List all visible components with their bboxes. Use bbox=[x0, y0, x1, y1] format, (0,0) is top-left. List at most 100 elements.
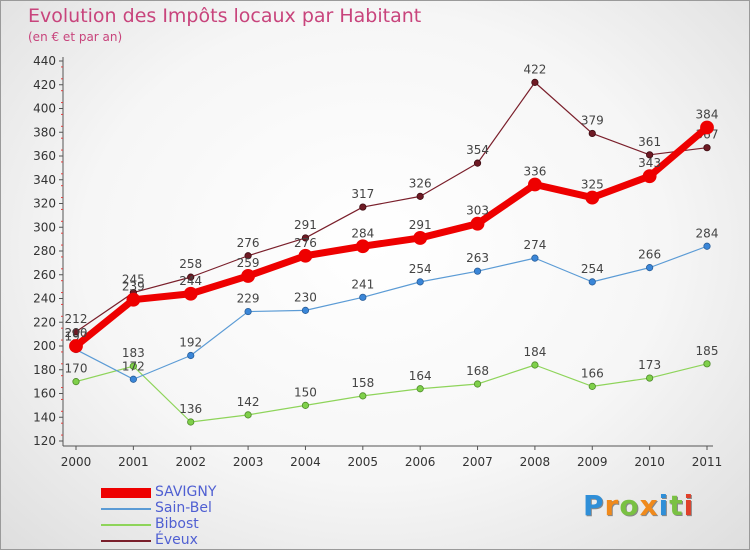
y-tick-label: 140 bbox=[33, 410, 56, 424]
data-label: 343 bbox=[638, 156, 661, 170]
data-point bbox=[700, 120, 714, 135]
x-tick-label: 2002 bbox=[175, 455, 206, 469]
data-label: 276 bbox=[294, 236, 317, 250]
data-point bbox=[416, 385, 424, 393]
data-point bbox=[244, 411, 252, 419]
logo-letter: P bbox=[583, 489, 605, 522]
data-point bbox=[588, 382, 596, 390]
series-savigny: 200 239 244 259 276 284 291 303 336 325 343 384 bbox=[65, 108, 719, 353]
data-point bbox=[646, 264, 654, 272]
data-point bbox=[72, 378, 80, 386]
data-label: 284 bbox=[351, 226, 374, 240]
data-label: 150 bbox=[294, 385, 317, 399]
legend-swatch bbox=[101, 524, 151, 526]
y-tick-label: 180 bbox=[33, 363, 56, 377]
data-label: 173 bbox=[638, 358, 661, 372]
data-label: 241 bbox=[351, 277, 374, 291]
data-label: 192 bbox=[179, 336, 202, 350]
data-point bbox=[473, 380, 482, 388]
data-label: 317 bbox=[351, 187, 374, 201]
y-tick-label: 120 bbox=[33, 434, 56, 448]
legend-swatch bbox=[101, 540, 151, 542]
y-tick-label: 300 bbox=[33, 220, 56, 234]
x-tick-label: 2004 bbox=[290, 455, 321, 469]
data-point bbox=[355, 239, 370, 254]
data-point bbox=[416, 278, 424, 286]
data-point bbox=[301, 306, 310, 314]
data-point bbox=[301, 234, 310, 242]
x-tick-label: 2008 bbox=[520, 455, 551, 469]
chart-subtitle: (en € et par an) bbox=[28, 30, 123, 44]
data-point bbox=[187, 351, 195, 360]
data-label: 291 bbox=[294, 218, 317, 232]
data-point bbox=[585, 190, 600, 205]
y-tick-label: 440 bbox=[33, 54, 56, 68]
y-tick-label: 260 bbox=[33, 268, 56, 282]
data-point bbox=[187, 418, 195, 426]
data-label: 326 bbox=[409, 176, 432, 190]
y-tick-label: 280 bbox=[33, 244, 56, 258]
data-label: 245 bbox=[122, 273, 145, 287]
data-label: 164 bbox=[409, 369, 432, 383]
logo-letter: o bbox=[619, 489, 640, 522]
data-label: 384 bbox=[696, 108, 719, 122]
data-label: 183 bbox=[122, 346, 145, 360]
legend-label: Éveux bbox=[155, 532, 198, 548]
x-tick-label: 2010 bbox=[634, 455, 665, 469]
data-point bbox=[470, 216, 485, 231]
data-point bbox=[473, 267, 482, 275]
legend-label: Sain-Bel bbox=[155, 500, 212, 516]
data-label: 229 bbox=[237, 292, 260, 306]
series-line bbox=[75, 245, 708, 380]
data-point bbox=[703, 360, 711, 368]
data-label: 325 bbox=[581, 178, 604, 192]
data-point bbox=[244, 307, 252, 316]
data-point bbox=[359, 203, 367, 211]
data-point bbox=[69, 339, 83, 353]
data-point bbox=[703, 242, 711, 250]
data-label: 336 bbox=[523, 165, 546, 179]
data-point bbox=[531, 254, 539, 262]
data-point bbox=[126, 292, 141, 307]
data-point bbox=[298, 248, 313, 263]
legend-swatch bbox=[101, 488, 151, 498]
data-label: 184 bbox=[523, 345, 546, 359]
data-label: 166 bbox=[581, 366, 604, 380]
data-label: 263 bbox=[466, 251, 489, 265]
data-label: 303 bbox=[466, 204, 489, 218]
data-label: 200 bbox=[65, 326, 88, 340]
data-label: 254 bbox=[581, 262, 604, 276]
data-label: 172 bbox=[122, 359, 145, 373]
data-point bbox=[359, 293, 367, 301]
y-tick-label: 240 bbox=[33, 292, 56, 306]
data-point bbox=[72, 328, 80, 336]
data-label: 258 bbox=[179, 257, 202, 271]
data-label: 168 bbox=[466, 364, 489, 378]
x-tick-label: 2005 bbox=[348, 455, 379, 469]
data-point bbox=[129, 362, 137, 370]
logo-letter: r bbox=[604, 489, 620, 522]
data-label: 379 bbox=[581, 113, 604, 127]
data-point bbox=[588, 278, 596, 286]
data-point bbox=[416, 192, 424, 200]
data-point bbox=[642, 169, 657, 184]
x-tick-label: 2001 bbox=[118, 455, 149, 469]
proxiti-logo: Proxiti bbox=[583, 489, 694, 522]
legend-label: Bibost bbox=[155, 516, 199, 532]
y-tick-label: 220 bbox=[33, 315, 56, 329]
y-tick-label: 420 bbox=[33, 78, 56, 92]
x-tick-label: 2009 bbox=[577, 455, 608, 469]
legend-swatch bbox=[101, 508, 151, 510]
data-point bbox=[646, 374, 654, 382]
data-label: 259 bbox=[237, 256, 260, 270]
series-bibost: 170 183 136 142 150 158 164 168 184 166 173 185 bbox=[65, 344, 718, 426]
data-label: 254 bbox=[409, 262, 432, 276]
data-point bbox=[531, 361, 539, 369]
data-label: 239 bbox=[122, 280, 145, 294]
data-label: 422 bbox=[523, 62, 546, 76]
data-point bbox=[301, 401, 310, 409]
data-label: 170 bbox=[65, 362, 88, 376]
